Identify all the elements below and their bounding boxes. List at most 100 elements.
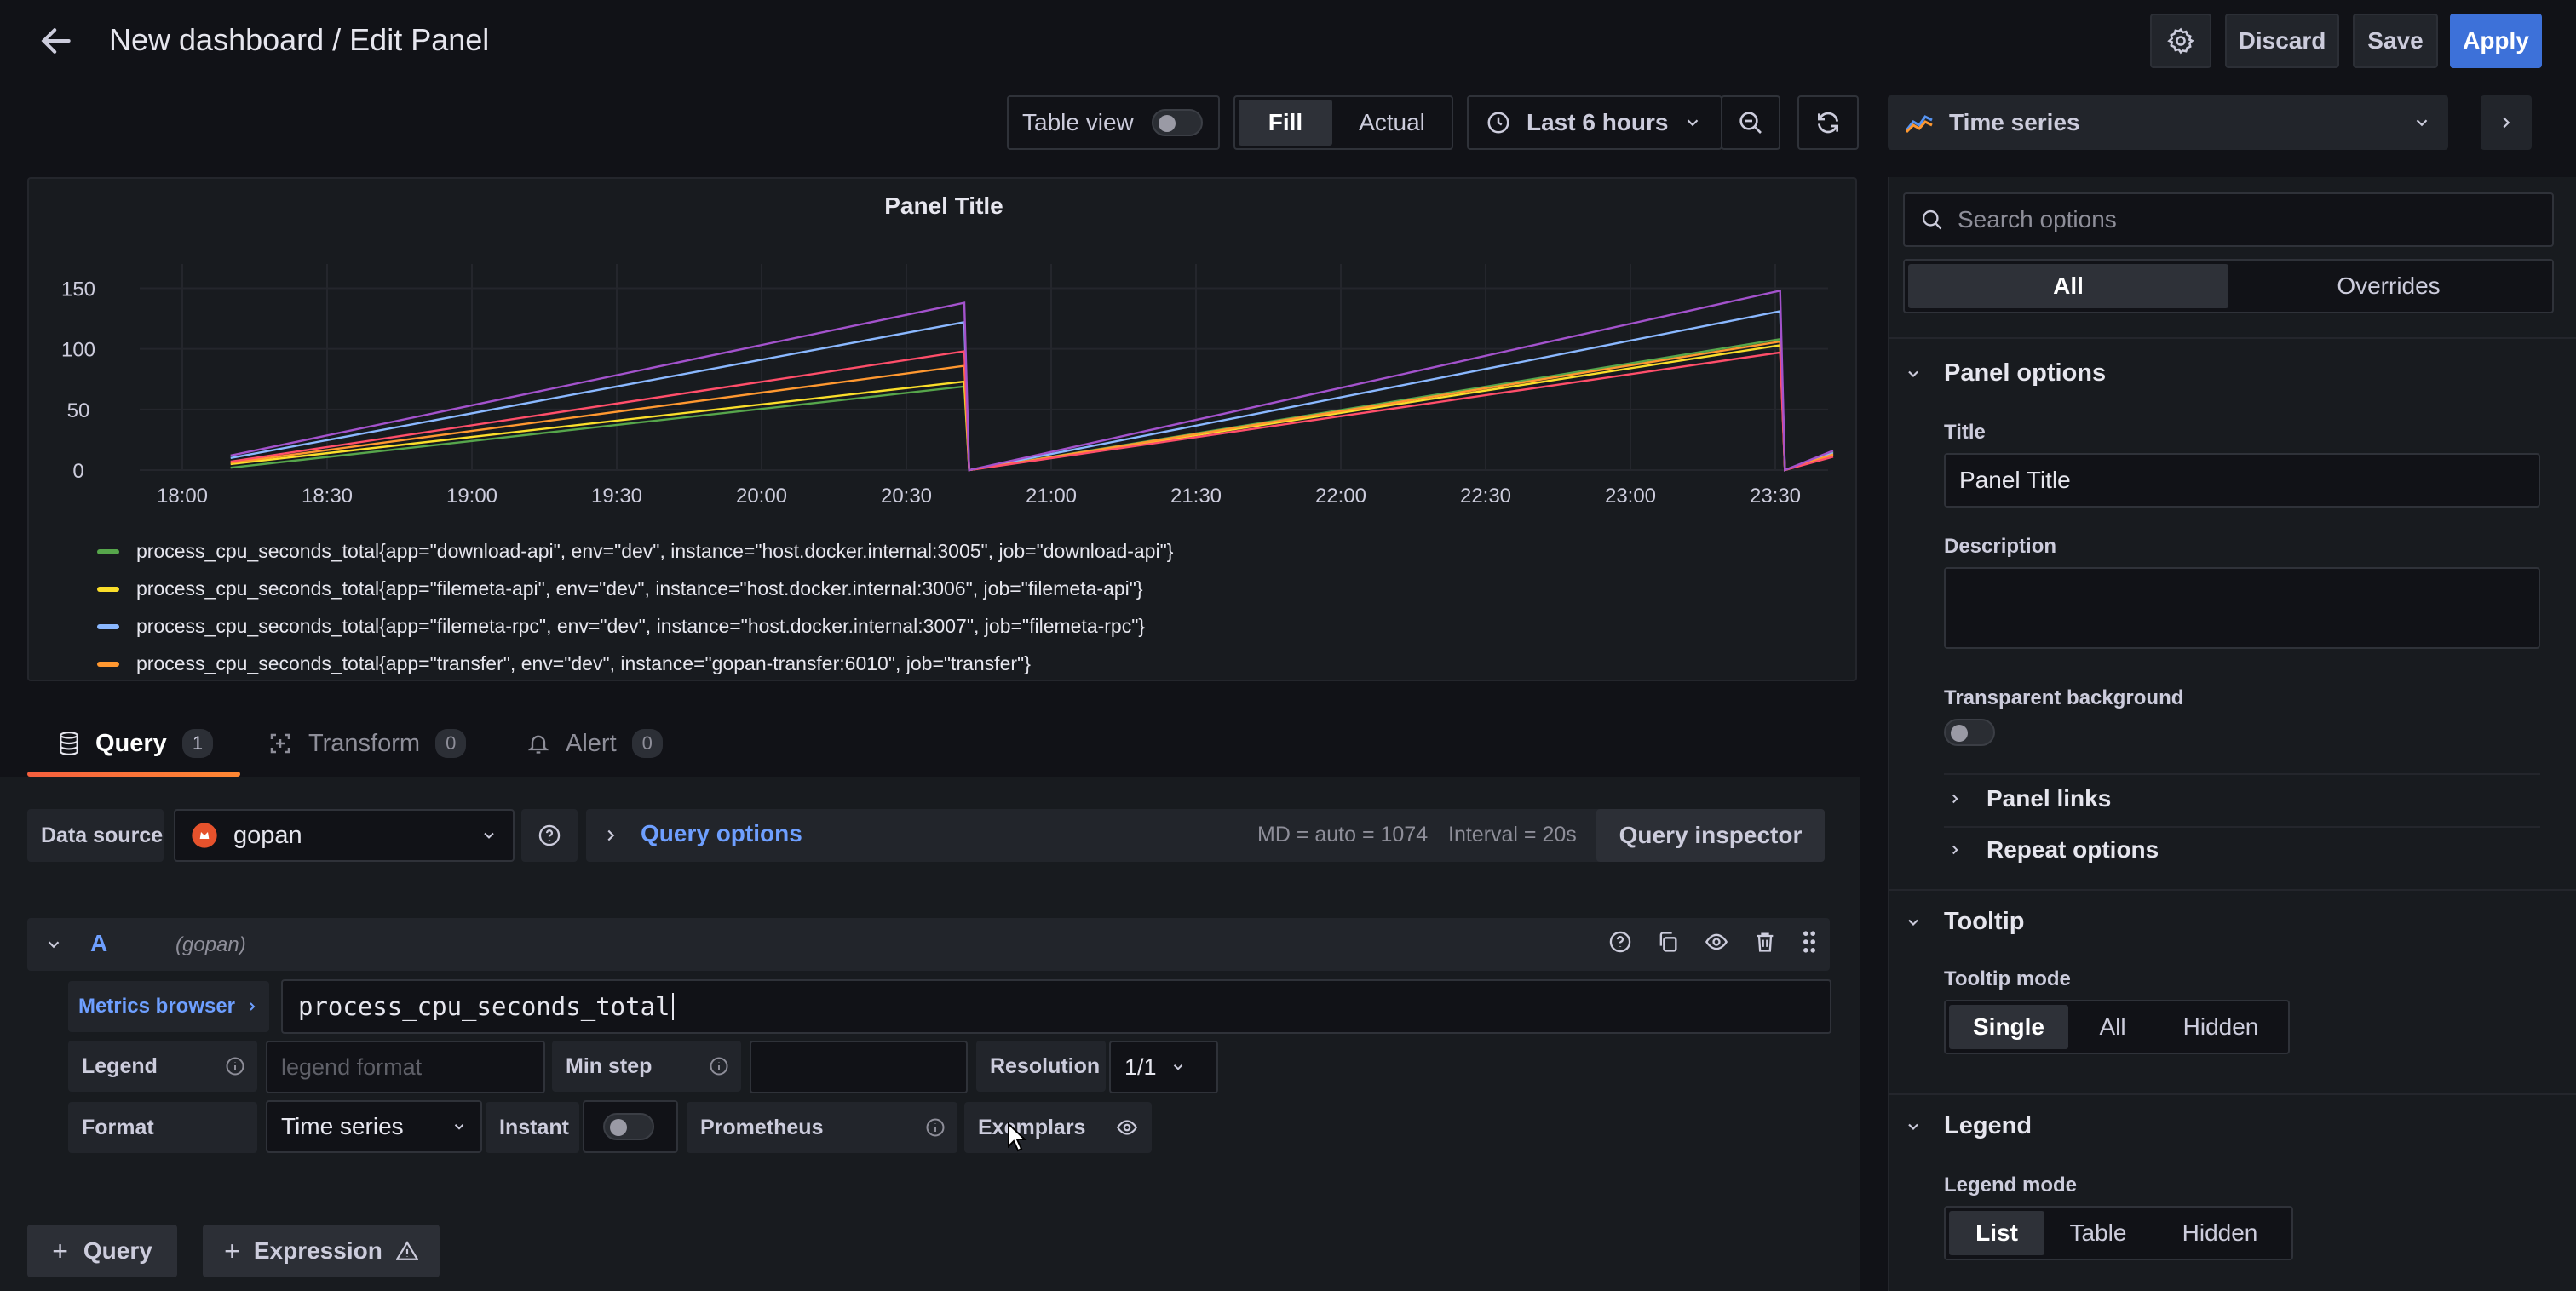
collapse-options-button[interactable] bbox=[2481, 95, 2532, 150]
database-icon bbox=[58, 731, 80, 756]
legend-item[interactable]: process_cpu_seconds_total{app="download-… bbox=[97, 540, 1173, 563]
tab-alert[interactable]: Alert 0 bbox=[526, 729, 663, 758]
transform-icon bbox=[267, 731, 293, 756]
visualization-picker[interactable]: Time series bbox=[1888, 95, 2448, 150]
zoom-out-button[interactable] bbox=[1721, 95, 1780, 150]
trash-icon[interactable] bbox=[1753, 930, 1777, 954]
eye-icon[interactable] bbox=[1114, 1116, 1140, 1139]
datasource-label: Data source bbox=[27, 809, 164, 862]
panel-title[interactable]: Panel Title bbox=[884, 192, 1003, 219]
tab-transform[interactable]: Transform 0 bbox=[267, 729, 467, 758]
min-step-input[interactable] bbox=[750, 1041, 968, 1093]
datasource-select[interactable]: gopan bbox=[174, 809, 515, 862]
refresh-icon bbox=[1814, 109, 1842, 136]
tab-query[interactable]: Query 1 bbox=[58, 729, 214, 758]
title-option-value: Panel Title bbox=[1959, 467, 2071, 493]
time-series-chart[interactable]: 150 100 50 0 18:00 18:30 19:00 19:30 20:00 20:30 2… bbox=[29, 247, 1859, 502]
legend-format-input[interactable]: legend format bbox=[266, 1041, 545, 1093]
apply-button[interactable]: Apply bbox=[2450, 14, 2542, 68]
eye-icon[interactable] bbox=[1704, 930, 1729, 954]
prometheus-label-text: Prometheus bbox=[700, 1115, 824, 1139]
tab-overrides[interactable]: Overrides bbox=[2337, 273, 2441, 299]
legend-mode-table[interactable]: Table bbox=[2069, 1219, 2127, 1246]
clock-icon bbox=[1486, 110, 1511, 135]
datasource-value: gopan bbox=[233, 821, 302, 849]
instant-toggle[interactable] bbox=[603, 1113, 654, 1140]
save-button[interactable]: Save bbox=[2353, 14, 2438, 68]
query-ref-id[interactable]: A bbox=[90, 930, 108, 956]
back-arrow-icon[interactable] bbox=[37, 22, 75, 60]
metrics-browser-button[interactable]: Metrics browser bbox=[68, 981, 269, 1032]
query-options-bar[interactable] bbox=[586, 809, 1601, 862]
plus-icon: + bbox=[52, 1235, 68, 1266]
description-option-label: Description bbox=[1944, 535, 2057, 558]
exemplars-label-text: Exemplars bbox=[978, 1115, 1086, 1139]
datasource-help-button[interactable] bbox=[521, 809, 578, 862]
description-textarea[interactable] bbox=[1944, 567, 2540, 649]
legend-mode-label: Legend mode bbox=[1944, 1173, 2078, 1196]
fill-actual-toggle[interactable]: Fill Actual bbox=[1233, 95, 1453, 150]
info-icon[interactable] bbox=[925, 1117, 946, 1138]
x-tick-label: 23:30 bbox=[1750, 485, 1801, 502]
promql-expression-input[interactable]: process_cpu_seconds_total bbox=[281, 979, 1831, 1034]
panel-links-section[interactable]: Panel links bbox=[1947, 785, 2111, 812]
query-editor-area bbox=[0, 777, 1860, 1291]
resolution-select[interactable]: 1/1 bbox=[1109, 1041, 1218, 1093]
warning-icon bbox=[395, 1241, 418, 1261]
legend-label: process_cpu_seconds_total{app="filemeta-… bbox=[136, 577, 1143, 600]
legend-mode-radio: List Table Hidden bbox=[1944, 1206, 2293, 1260]
time-range-picker[interactable]: Last 6 hours bbox=[1467, 95, 1722, 150]
table-view-toggle[interactable] bbox=[1152, 109, 1203, 136]
collapse-chevron-icon[interactable] bbox=[44, 935, 63, 954]
info-icon[interactable] bbox=[709, 1056, 729, 1076]
tab-all[interactable]: All bbox=[1908, 264, 2228, 308]
legend-item[interactable]: process_cpu_seconds_total{app="filemeta-… bbox=[97, 577, 1143, 600]
legend-item[interactable]: process_cpu_seconds_total{app="transfer"… bbox=[97, 652, 1031, 675]
legend-mode-hidden[interactable]: Hidden bbox=[2182, 1219, 2258, 1246]
tooltip-mode-all[interactable]: All bbox=[2099, 1013, 2126, 1040]
chevron-right-icon bbox=[1947, 842, 1963, 858]
x-tick-label: 21:00 bbox=[1026, 485, 1077, 502]
y-tick-label: 0 bbox=[72, 460, 83, 483]
title-option-input[interactable]: Panel Title bbox=[1944, 453, 2540, 508]
zoom-out-icon bbox=[1737, 109, 1764, 136]
drag-handle-icon[interactable] bbox=[1801, 930, 1818, 954]
chevron-right-icon bbox=[601, 826, 620, 845]
min-step-label-text: Min step bbox=[566, 1053, 653, 1078]
settings-button[interactable] bbox=[2150, 14, 2211, 68]
query-header-actions bbox=[1608, 930, 1818, 954]
add-query-label: Query bbox=[83, 1237, 152, 1264]
format-select[interactable]: Time series bbox=[266, 1100, 482, 1153]
legend-mode-list[interactable]: List bbox=[1949, 1211, 2044, 1255]
info-icon[interactable] bbox=[225, 1056, 245, 1076]
fill-option[interactable]: Fill bbox=[1239, 100, 1332, 146]
refresh-button[interactable] bbox=[1797, 95, 1859, 150]
panel-options-section[interactable]: Panel options bbox=[1905, 359, 2106, 387]
add-query-button[interactable]: + Query bbox=[27, 1225, 177, 1277]
tooltip-section[interactable]: Tooltip bbox=[1905, 908, 2024, 936]
query-inspector-button[interactable]: Query inspector bbox=[1596, 809, 1825, 862]
options-pane bbox=[1888, 177, 2576, 1291]
duplicate-icon[interactable] bbox=[1656, 930, 1680, 954]
x-tick-label: 20:30 bbox=[881, 485, 932, 502]
search-options-input[interactable]: Search options bbox=[1903, 192, 2554, 247]
tooltip-mode-single[interactable]: Single bbox=[1949, 1005, 2068, 1049]
series-line bbox=[230, 310, 1834, 472]
legend-section[interactable]: Legend bbox=[1905, 1112, 2032, 1140]
legend-item[interactable]: process_cpu_seconds_total{app="filemeta-… bbox=[97, 615, 1145, 638]
repeat-options-section[interactable]: Repeat options bbox=[1947, 836, 2159, 864]
chevron-down-icon bbox=[1170, 1059, 1186, 1075]
tooltip-mode-hidden[interactable]: Hidden bbox=[2182, 1013, 2259, 1040]
metrics-browser-label: Metrics browser bbox=[78, 995, 236, 1018]
table-view-control[interactable]: Table view bbox=[1007, 95, 1220, 150]
query-options-toggle[interactable]: Query options bbox=[641, 820, 802, 846]
actual-option[interactable]: Actual bbox=[1359, 109, 1425, 135]
add-expression-button[interactable]: + Expression bbox=[203, 1225, 440, 1277]
transparent-background-toggle[interactable] bbox=[1944, 719, 1995, 746]
divider bbox=[1889, 1093, 2576, 1095]
legend-section-title: Legend bbox=[1944, 1112, 2033, 1139]
min-step-label: Min step bbox=[552, 1041, 741, 1092]
help-icon[interactable] bbox=[1608, 930, 1632, 954]
discard-button[interactable]: Discard bbox=[2225, 14, 2339, 68]
exemplars-label: Exemplars bbox=[964, 1102, 1152, 1153]
